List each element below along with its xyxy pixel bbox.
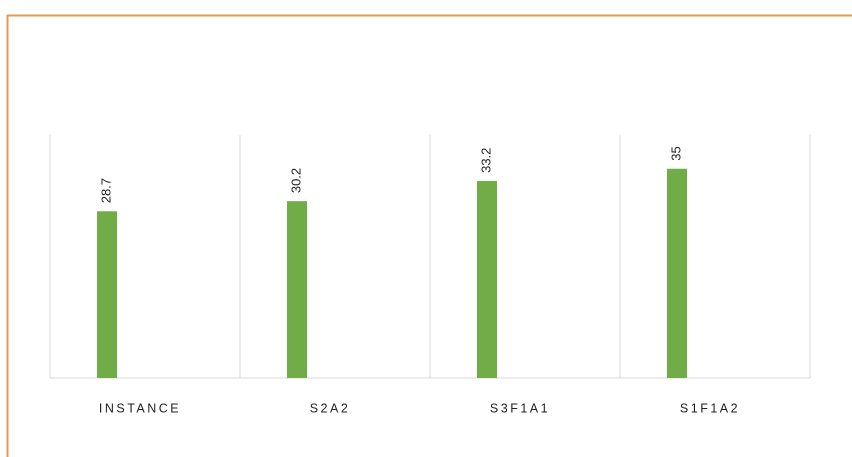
x-tick-label: S1F1A2 — [680, 401, 740, 415]
data-label: 30.2 — [288, 168, 303, 193]
bar — [667, 168, 687, 378]
data-label: 35 — [668, 146, 683, 160]
data-label: 33.2 — [478, 148, 493, 173]
bar — [97, 211, 117, 378]
data-label: 28.7 — [98, 178, 113, 203]
x-tick-label: INSTANCE — [99, 401, 181, 415]
x-tick-label: S2A2 — [310, 401, 351, 415]
bar — [477, 180, 497, 378]
bar — [287, 201, 307, 378]
x-tick-label: S3F1A1 — [490, 401, 550, 415]
